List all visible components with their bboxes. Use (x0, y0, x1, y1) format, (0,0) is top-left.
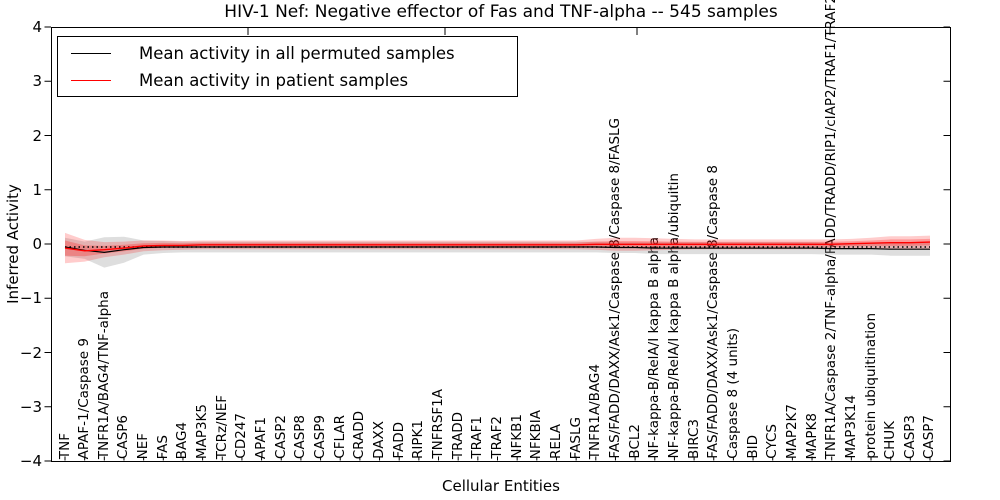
x-tick-label: TNFRSF1A (430, 389, 447, 459)
x-tick-label: Caspase 8 (4 units) (724, 328, 741, 459)
x-tick-label: CASP9 (312, 415, 329, 459)
x-tick-label: NFKB1 (508, 414, 525, 459)
x-tick-label: TNFR1A/BAG4 (587, 363, 604, 459)
x-tick-label: BID (744, 435, 761, 459)
x-tick-label: FAS/FADD/DAXX/Ask1/Caspase 8/Caspase 8 (705, 165, 722, 459)
y-tick-label: 0 (32, 235, 42, 253)
x-tick-label: TCRz/NEF (213, 394, 230, 459)
x-tick-label: DAXX (371, 421, 388, 459)
y-tick-label: −1 (19, 289, 42, 308)
y-tick-label: 1 (32, 180, 42, 199)
y-tick-label: 4 (32, 18, 42, 36)
x-tick-label: CRADD (351, 410, 368, 459)
y-tick-label: −3 (19, 397, 42, 416)
x-tick-label: MAP3K5 (194, 403, 211, 459)
x-tick-label: CHUK (882, 420, 899, 459)
x-tick-label: CASP2 (272, 415, 289, 459)
x-tick-label: RIPK1 (410, 420, 427, 459)
x-tick-label: BCL2 (626, 424, 643, 459)
x-tick-label: NF-kappa-B/RelA/I kappa B alpha/ubiquiti… (665, 173, 682, 459)
x-tick-label: TNFR1A/Caspase 2/TNF-alpha/FADD/TRADD/RI… (823, 0, 840, 459)
x-tick-label: APAF-1/Caspase 9 (76, 337, 93, 459)
x-tick-label: TRADD (449, 411, 466, 459)
x-tick-label: NFKBIA (528, 409, 545, 459)
y-tick-label: −2 (19, 343, 42, 362)
y-tick-label: 2 (32, 126, 42, 145)
x-tick-label: protein ubiquitination (862, 313, 879, 459)
x-tick-label: CASP6 (115, 415, 132, 459)
x-axis-label: Cellular Entities (442, 477, 560, 495)
permuted-line-sample-icon (71, 52, 111, 54)
legend-row-permuted: Mean activity in all permuted samples (58, 40, 517, 66)
x-tick-label: MAPK8 (803, 412, 820, 459)
x-tick-label: CD247 (233, 413, 250, 459)
y-tick-label: 3 (32, 72, 42, 91)
x-tick-label: APAF1 (253, 416, 270, 459)
x-tick-label: BAG4 (174, 421, 191, 459)
x-tick-label: FAS/FADD/DAXX/Ask1/Caspase 8/Caspase 8/F… (606, 118, 623, 459)
patient-line-sample-icon (71, 79, 111, 81)
x-tick-label: CASP3 (901, 415, 918, 459)
x-tick-label: FADD (390, 422, 407, 459)
x-tick-label: CASP8 (292, 415, 309, 459)
chart-title: HIV-1 Nef: Negative effector of Fas and … (224, 2, 778, 22)
x-tick-label: RELA (547, 424, 564, 459)
legend-label-permuted: Mean activity in all permuted samples (139, 43, 455, 63)
x-tick-label: MAP3K14 (842, 395, 859, 459)
x-tick-label: NF-kappa-B/RelA/I kappa B alpha (646, 237, 663, 459)
x-tick-label: CFLAR (331, 415, 348, 459)
x-tick-label: TRAF1 (469, 416, 486, 459)
x-tick-label: CYCS (764, 424, 781, 459)
legend-label-patient: Mean activity in patient samples (139, 70, 409, 90)
x-tick-label: NEF (135, 432, 152, 459)
legend: Mean activity in all permuted samples Me… (57, 36, 518, 97)
x-tick-label: FAS (154, 434, 171, 459)
x-tick-label: CASP7 (921, 415, 938, 459)
y-tick-label: −4 (19, 452, 42, 470)
x-tick-label: TRAF2 (488, 416, 505, 459)
x-tick-label: MAP2K7 (783, 403, 800, 459)
x-tick-label: FASLG (567, 416, 584, 459)
x-tick-label: TNFR1A/BAG4/TNF-alpha (95, 290, 112, 459)
x-tick-label: BIRC3 (685, 419, 702, 459)
legend-row-patient: Mean activity in patient samples (58, 67, 517, 93)
x-tick-label: TNF (56, 432, 73, 459)
